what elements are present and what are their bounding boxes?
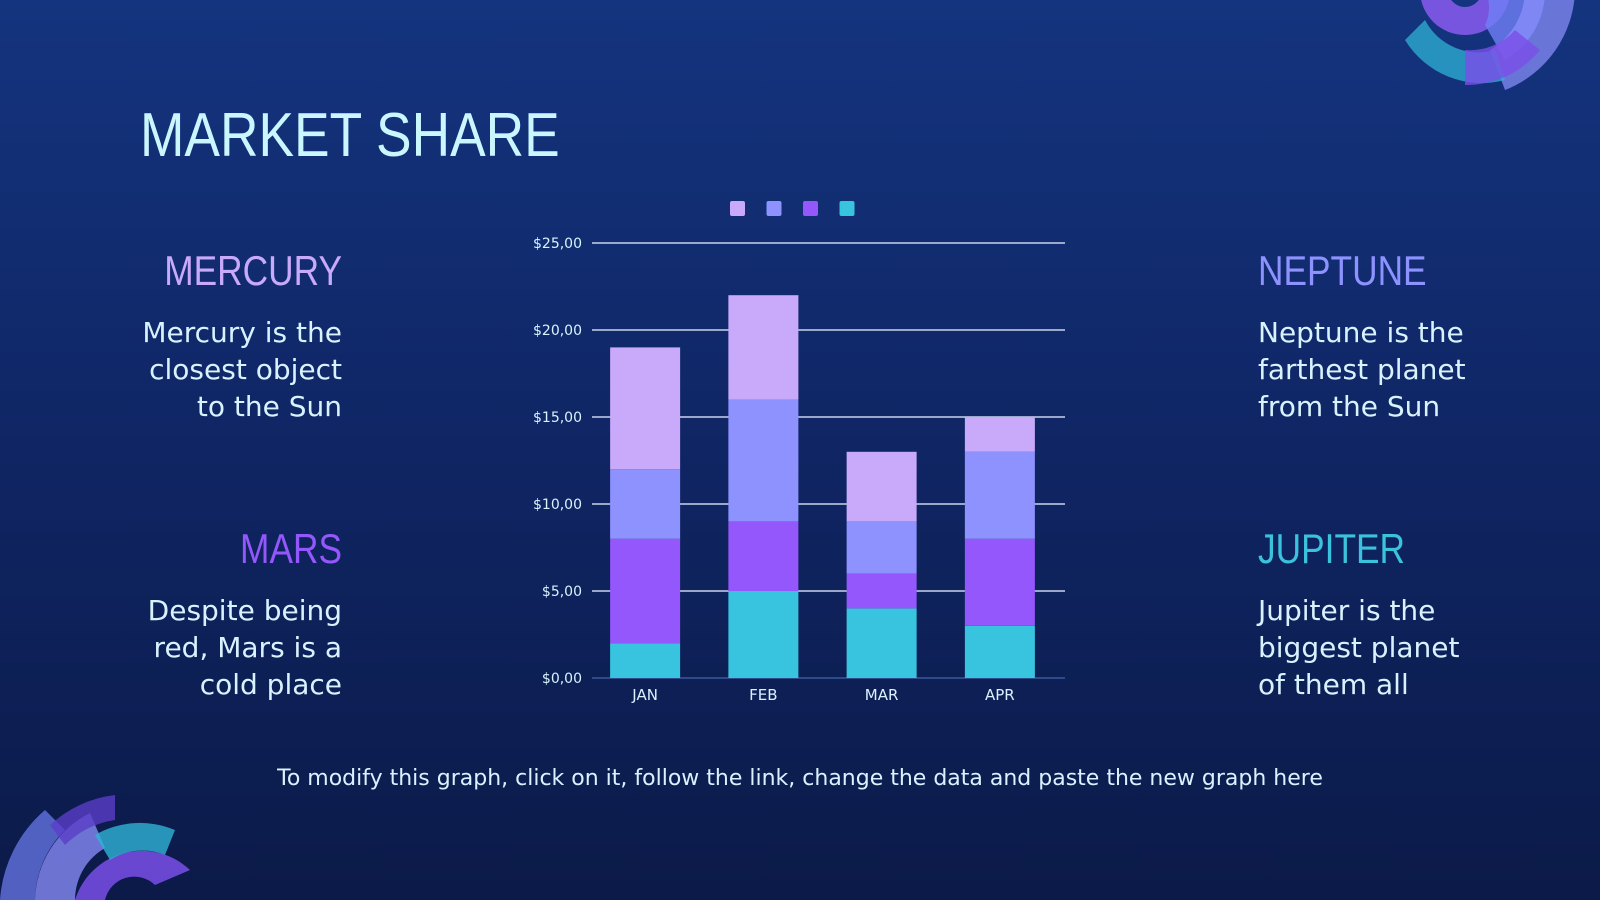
- mercury-desc-line-2: closest object: [149, 353, 342, 386]
- x-tick-label: FEB: [749, 686, 777, 704]
- mercury-description: Mercury is the closest object to the Sun: [82, 314, 342, 425]
- mars-block: MARS Despite being red, Mars is a cold p…: [82, 524, 342, 703]
- bar-segment-apr-1: [964, 538, 1035, 626]
- bar-segment-feb-3: [728, 295, 799, 400]
- bar-segment-jan-2: [610, 469, 681, 539]
- neptune-description: Neptune is the farthest planet from the …: [1258, 314, 1518, 425]
- legend-swatch-0: [730, 201, 745, 216]
- page-title: MARKET SHARE: [140, 101, 560, 170]
- jupiter-description: Jupiter is the biggest planet of them al…: [1258, 592, 1518, 703]
- footer-note: To modify this graph, click on it, follo…: [277, 766, 1323, 791]
- bar-segment-apr-2: [964, 451, 1035, 539]
- y-tick-label: $15,00: [533, 410, 582, 426]
- mars-desc-line-1: Despite being: [147, 594, 342, 627]
- mars-desc-line-2: red, Mars is a: [153, 631, 342, 664]
- y-tick-label: $25,00: [533, 236, 582, 252]
- y-tick-label: $0,00: [542, 671, 582, 687]
- mercury-desc-line-3: to the Sun: [196, 390, 342, 423]
- x-tick-label: MAR: [865, 686, 899, 704]
- jupiter-block: JUPITER Jupiter is the biggest planet of…: [1258, 524, 1518, 703]
- neptune-block: NEPTUNE Neptune is the farthest planet f…: [1258, 246, 1518, 425]
- y-tick-label: $5,00: [542, 584, 582, 600]
- bar-segment-mar-3: [846, 451, 917, 522]
- x-tick-label: JAN: [631, 686, 658, 704]
- jupiter-heading: JUPITER: [1258, 525, 1406, 572]
- bar-segment-mar-0: [846, 608, 917, 678]
- bar-segment-apr-3: [964, 417, 1035, 452]
- y-tick-label: $20,00: [533, 323, 582, 339]
- bar-segment-jan-0: [610, 643, 681, 678]
- mercury-block: MERCURY Mercury is the closest object to…: [82, 246, 342, 425]
- top-right-decoration: [1405, 0, 1575, 90]
- bar-segment-feb-0: [728, 591, 799, 678]
- bottom-left-decoration: [0, 795, 190, 900]
- mercury-heading: MERCURY: [164, 247, 342, 294]
- bar-segment-mar-2: [846, 521, 917, 574]
- neptune-heading: NEPTUNE: [1258, 247, 1427, 294]
- bar-segment-feb-1: [728, 521, 799, 591]
- mars-description: Despite being red, Mars is a cold place: [82, 592, 342, 703]
- neptune-desc-line-3: from the Sun: [1258, 390, 1441, 423]
- neptune-desc-line-2: farthest planet: [1258, 353, 1466, 386]
- bar-segment-jan-3: [610, 347, 681, 470]
- legend-swatch-1: [766, 201, 782, 216]
- jupiter-desc-line-3: of them all: [1258, 668, 1409, 701]
- legend-swatch-3: [839, 201, 855, 216]
- jupiter-desc-line-2: biggest planet: [1258, 631, 1460, 664]
- jupiter-desc-line-1: Jupiter is the: [1258, 594, 1436, 627]
- bar-segment-apr-0: [964, 625, 1035, 678]
- mercury-desc-line-1: Mercury is the: [142, 316, 342, 349]
- y-tick-label: $10,00: [533, 497, 582, 513]
- market-share-chart[interactable]: $0,00 $5,00 $10,00 $15,00 $20,00 $25,00 JAN FEB…: [500, 190, 1080, 710]
- legend-swatch-2: [803, 201, 818, 216]
- bar-segment-jan-1: [610, 538, 681, 644]
- x-tick-label: APR: [985, 686, 1015, 704]
- neptune-desc-line-1: Neptune is the: [1258, 316, 1464, 349]
- bar-segment-feb-2: [728, 399, 799, 522]
- mars-desc-line-3: cold place: [199, 668, 342, 701]
- bar-segment-mar-1: [846, 573, 917, 609]
- mars-heading: MARS: [240, 525, 342, 572]
